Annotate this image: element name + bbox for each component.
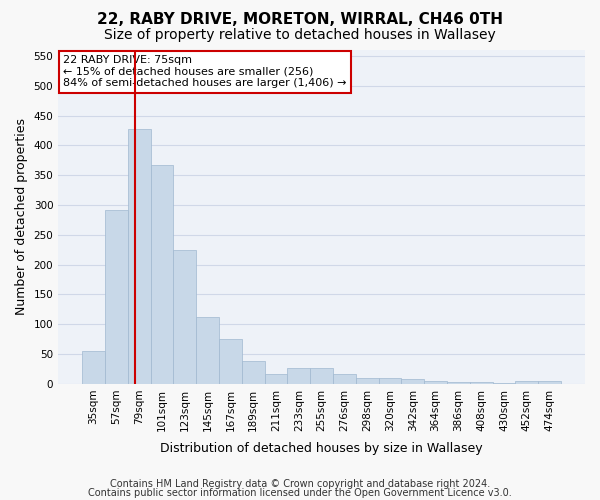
Bar xyxy=(128,128,151,384)
Bar xyxy=(356,378,379,384)
Text: 22 RABY DRIVE: 75sqm
← 15% of detached houses are smaller (256)
84% of semi-deta: 22 RABY DRIVE: 75sqm ← 15% of detached h… xyxy=(64,55,347,88)
Bar xyxy=(379,378,401,384)
Bar xyxy=(470,382,493,384)
Bar xyxy=(287,368,310,384)
X-axis label: Distribution of detached houses by size in Wallasey: Distribution of detached houses by size … xyxy=(160,442,483,455)
Y-axis label: Number of detached properties: Number of detached properties xyxy=(15,118,28,316)
Text: Contains HM Land Registry data © Crown copyright and database right 2024.: Contains HM Land Registry data © Crown c… xyxy=(110,479,490,489)
Bar xyxy=(151,165,173,384)
Bar xyxy=(401,379,424,384)
Text: Contains public sector information licensed under the Open Government Licence v3: Contains public sector information licen… xyxy=(88,488,512,498)
Bar xyxy=(265,374,287,384)
Bar xyxy=(538,381,561,384)
Text: 22, RABY DRIVE, MORETON, WIRRAL, CH46 0TH: 22, RABY DRIVE, MORETON, WIRRAL, CH46 0T… xyxy=(97,12,503,28)
Bar xyxy=(105,210,128,384)
Bar xyxy=(493,382,515,384)
Bar xyxy=(173,250,196,384)
Bar xyxy=(515,381,538,384)
Bar xyxy=(242,361,265,384)
Bar xyxy=(447,382,470,384)
Bar xyxy=(219,339,242,384)
Bar xyxy=(82,351,105,384)
Bar xyxy=(424,381,447,384)
Bar xyxy=(310,368,333,384)
Bar xyxy=(333,374,356,384)
Text: Size of property relative to detached houses in Wallasey: Size of property relative to detached ho… xyxy=(104,28,496,42)
Bar xyxy=(196,316,219,384)
